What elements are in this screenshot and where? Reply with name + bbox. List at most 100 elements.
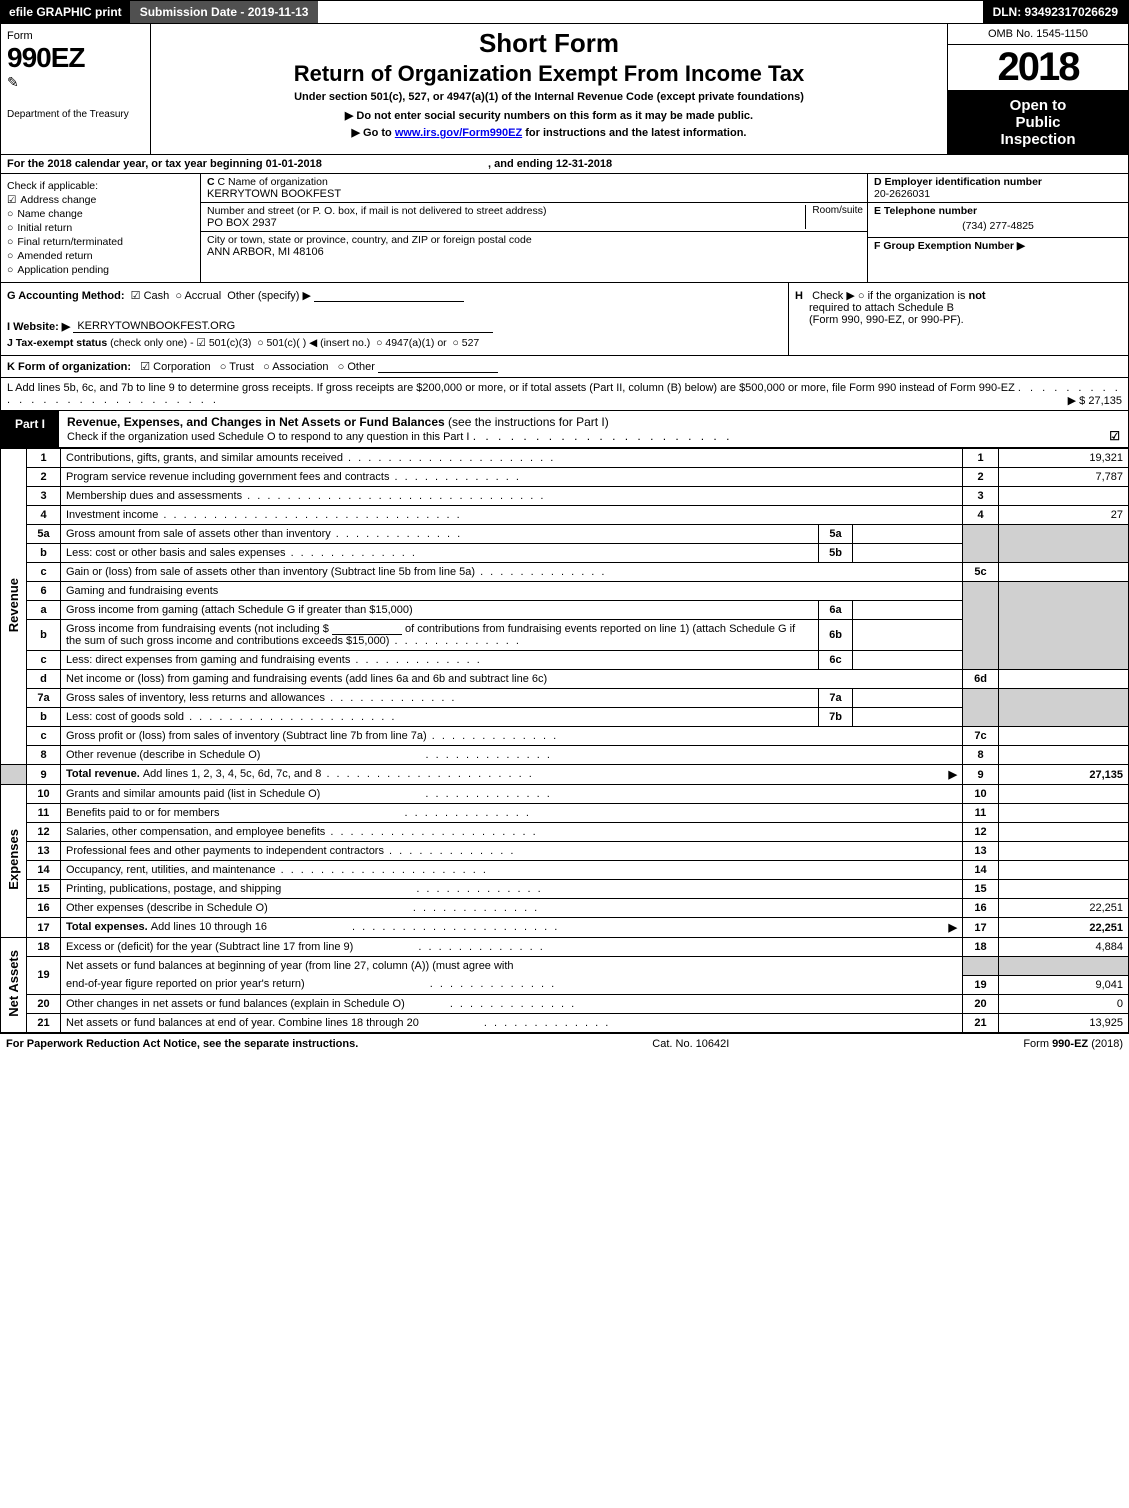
inner-amt — [853, 689, 963, 708]
group-exemption-cell: F Group Exemption Number ▶ — [868, 238, 1128, 282]
shade-cell — [963, 957, 999, 976]
part-i-title: Revenue, Expenses, and Changes in Net As… — [67, 415, 445, 429]
j-501c3[interactable]: 501(c)(3) — [209, 337, 252, 349]
desc: Net assets or fund balances at beginning… — [61, 957, 963, 976]
k-trust[interactable]: Trust — [229, 361, 254, 373]
table-row: c Less: direct expenses from gaming and … — [1, 651, 1129, 670]
amt — [999, 563, 1129, 582]
amt — [999, 785, 1129, 804]
desc: Less: cost or other basis and sales expe… — [61, 544, 819, 563]
department-label: Department of the Treasury — [7, 109, 144, 120]
inner-ln: 6a — [819, 601, 853, 620]
amt: 19,321 — [999, 449, 1129, 468]
footer-catno: Cat. No. 10642I — [652, 1038, 729, 1050]
room-suite-label: Room/suite — [805, 205, 863, 229]
cb-address-change[interactable]: Address change — [7, 194, 194, 206]
i-label: I Website: ▶ — [7, 321, 70, 333]
inner-amt — [853, 544, 963, 563]
part-i-sub: Check if the organization used Schedule … — [67, 431, 469, 443]
check-if-applicable: Check if applicable: — [7, 180, 194, 192]
open-to: Open to — [952, 97, 1124, 114]
ln: a — [27, 601, 61, 620]
desc: Gross income from fundraising events (no… — [61, 620, 819, 651]
line-a-tax-year: For the 2018 calendar year, or tax year … — [0, 155, 1129, 174]
cb-amended-return[interactable]: Amended return — [7, 250, 194, 262]
h-text1: Check ▶ ○ if the organization is — [812, 290, 968, 302]
l-text: L Add lines 5b, 6c, and 7b to line 9 to … — [7, 382, 1015, 394]
part-i-inst: (see the instructions for Part I) — [445, 415, 609, 429]
numcol: 2 — [963, 468, 999, 487]
ln: 18 — [27, 938, 61, 957]
row-g-h: G Accounting Method: ☑ Cash ○ Accrual Ot… — [0, 283, 1129, 356]
ln: 12 — [27, 823, 61, 842]
footer-left: For Paperwork Reduction Act Notice, see … — [6, 1038, 358, 1050]
table-row: c Gain or (loss) from sale of assets oth… — [1, 563, 1129, 582]
return-title: Return of Organization Exempt From Incom… — [161, 61, 937, 87]
numcol: 11 — [963, 804, 999, 823]
amt: 27,135 — [999, 765, 1129, 785]
amt — [999, 842, 1129, 861]
ln: 17 — [27, 918, 61, 938]
amt — [999, 727, 1129, 746]
row-l: L Add lines 5b, 6c, and 7b to line 9 to … — [0, 378, 1129, 411]
cb-name-change[interactable]: Name change — [7, 208, 194, 220]
short-form-title: Short Form — [161, 28, 937, 59]
j-501c[interactable]: 501(c)( ) ◀ (insert no.) — [267, 337, 371, 349]
inspection: Inspection — [952, 131, 1124, 148]
side-blank — [1, 765, 27, 785]
desc: Other expenses (describe in Schedule O) — [61, 899, 963, 918]
amt: 22,251 — [999, 899, 1129, 918]
desc: Total expenses. Add lines 10 through 16 … — [61, 918, 963, 938]
numcol: 6d — [963, 670, 999, 689]
numcol: 16 — [963, 899, 999, 918]
k-corp[interactable]: Corporation — [153, 361, 210, 373]
desc: Program service revenue including govern… — [61, 468, 963, 487]
cb-final-return[interactable]: Final return/terminated — [7, 236, 194, 248]
ln: 20 — [27, 994, 61, 1013]
ln: 8 — [27, 746, 61, 765]
ln: 7a — [27, 689, 61, 708]
desc: Salaries, other compensation, and employ… — [61, 823, 963, 842]
inner-ln: 6b — [819, 620, 853, 651]
row-g-left: G Accounting Method: ☑ Cash ○ Accrual Ot… — [1, 283, 788, 355]
ln: 3 — [27, 487, 61, 506]
dln-label: DLN: 93492317026629 — [983, 1, 1128, 23]
g-cash[interactable]: Cash — [144, 290, 170, 302]
table-row: 9 Total revenue. Add lines 1, 2, 3, 4, 5… — [1, 765, 1129, 785]
table-row: b Less: cost or other basis and sales ex… — [1, 544, 1129, 563]
desc: Occupancy, rent, utilities, and maintena… — [61, 861, 963, 880]
desc: Professional fees and other payments to … — [61, 842, 963, 861]
cb-initial-return[interactable]: Initial return — [7, 222, 194, 234]
g-accrual[interactable]: Accrual — [184, 290, 221, 302]
cb-application-pending[interactable]: Application pending — [7, 264, 194, 276]
numcol: 3 — [963, 487, 999, 506]
ssn-warning: ▶ Do not enter social security numbers o… — [161, 109, 937, 122]
irs-link[interactable]: www.irs.gov/Form990EZ — [395, 127, 522, 139]
col-d-ids: D Employer identification number 20-2626… — [868, 174, 1128, 282]
ln: 10 — [27, 785, 61, 804]
goto-line: ▶ Go to www.irs.gov/Form990EZ for instru… — [161, 126, 937, 139]
section-subline: Under section 501(c), 527, or 4947(a)(1)… — [161, 91, 937, 103]
desc: Gross profit or (loss) from sales of inv… — [61, 727, 963, 746]
ln: b — [27, 620, 61, 651]
k-other[interactable]: Other — [347, 361, 375, 373]
amt — [999, 861, 1129, 880]
desc: Other changes in net assets or fund bala… — [61, 994, 963, 1013]
phone-value: (734) 277-4825 — [874, 217, 1122, 235]
inner-ln: 5b — [819, 544, 853, 563]
omb-number: OMB No. 1545-1150 — [948, 24, 1128, 45]
ln: 1 — [27, 449, 61, 468]
inner-amt — [853, 525, 963, 544]
ln: 11 — [27, 804, 61, 823]
shade-cell — [963, 582, 999, 670]
j-527[interactable]: 527 — [462, 337, 480, 349]
j-4947[interactable]: 4947(a)(1) or — [385, 337, 446, 349]
g-other[interactable]: Other (specify) ▶ — [227, 290, 311, 302]
desc: Membership dues and assessments — [61, 487, 963, 506]
part-i-tag: Part I — [1, 411, 59, 447]
table-row: 16 Other expenses (describe in Schedule … — [1, 899, 1129, 918]
efile-print-label: efile GRAPHIC print — [1, 1, 130, 23]
entity-info-grid: Check if applicable: Address change Name… — [0, 174, 1129, 283]
amt: 0 — [999, 994, 1129, 1013]
k-assoc[interactable]: Association — [272, 361, 328, 373]
